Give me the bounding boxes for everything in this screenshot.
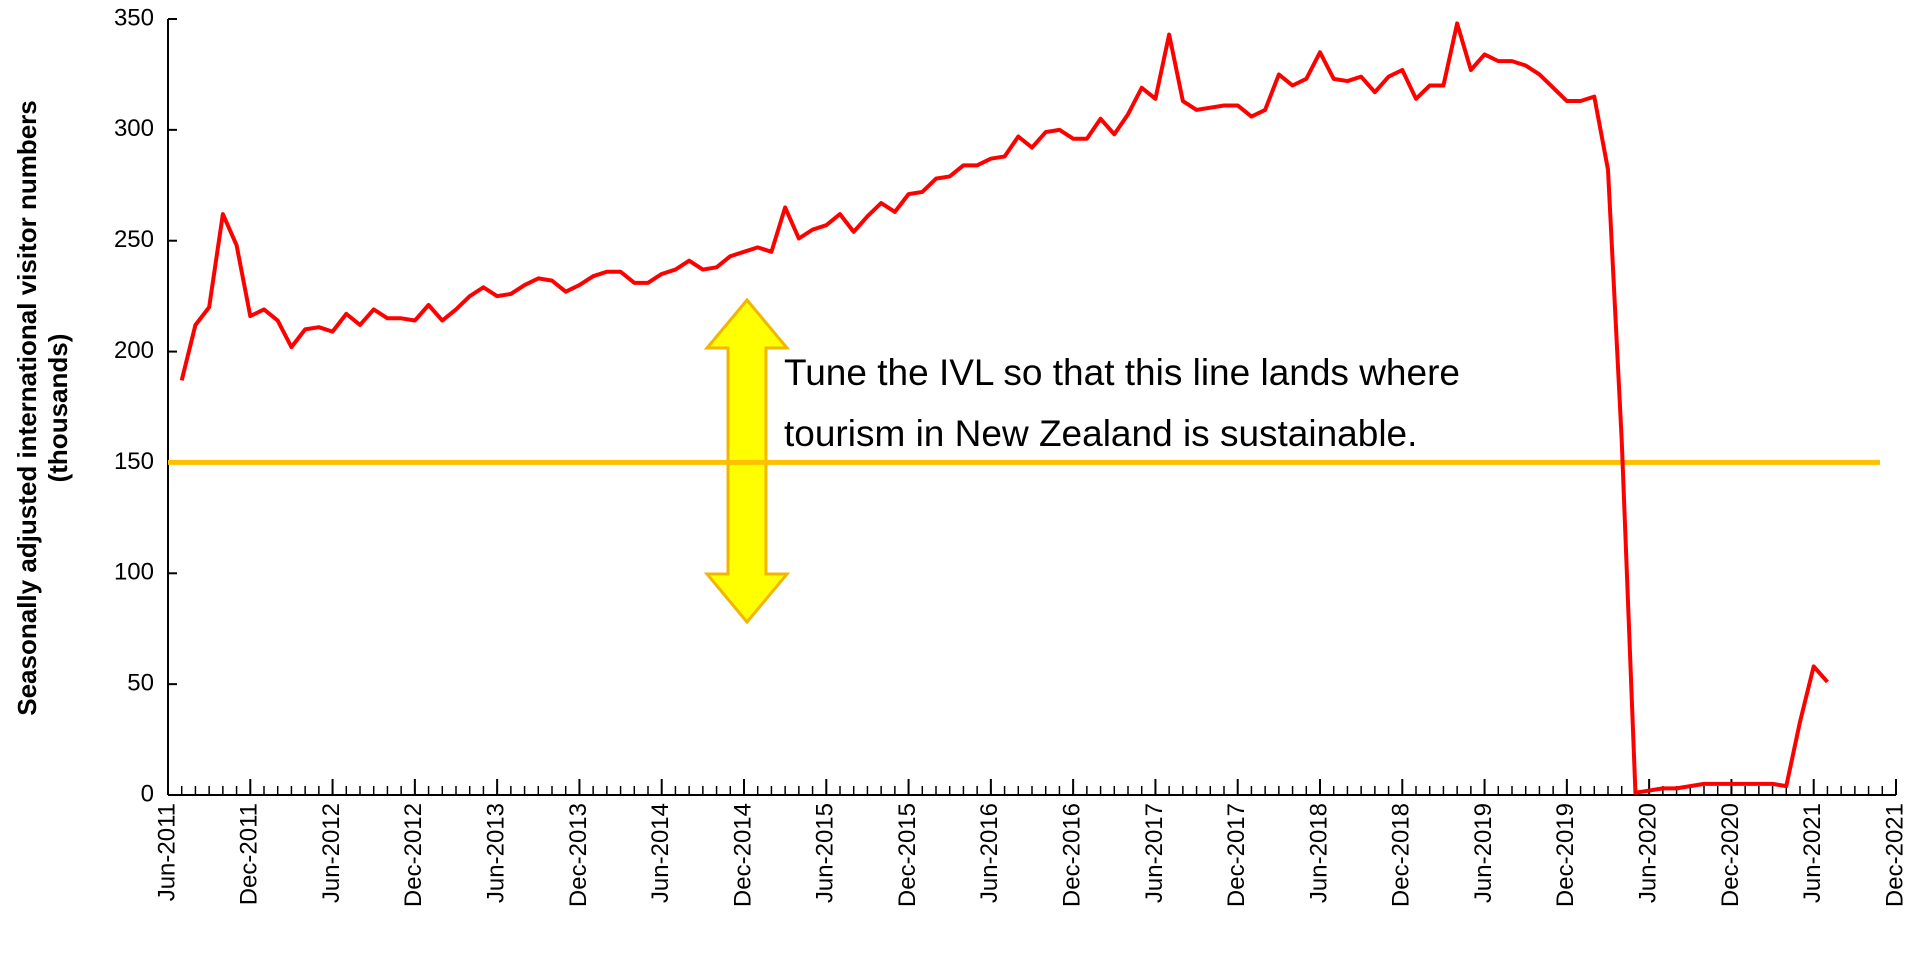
y-tick-label: 50 xyxy=(127,669,154,696)
x-tick-label: Dec-2021 xyxy=(1881,803,1908,907)
x-tick-label: Dec-2014 xyxy=(729,803,756,907)
x-tick-label: Jun-2011 xyxy=(153,803,180,901)
x-tick-label: Dec-2020 xyxy=(1717,803,1744,907)
x-tick-label: Jun-2015 xyxy=(812,803,839,903)
x-tick-label: Dec-2013 xyxy=(565,803,592,907)
x-tick-label: Jun-2019 xyxy=(1470,803,1497,903)
data-line xyxy=(179,21,1829,795)
y-tick-label: 200 xyxy=(114,337,154,364)
x-tick-label: Dec-2011 xyxy=(236,803,263,905)
y-tick-label: 300 xyxy=(114,115,154,142)
x-tick-label: Jun-2017 xyxy=(1141,803,1168,903)
y-tick-label: 150 xyxy=(114,448,154,475)
annotation: Tune the IVL so that this line lands whe… xyxy=(784,352,1460,454)
x-tick-label: Jun-2013 xyxy=(482,803,509,903)
x-tick-label: Jun-2018 xyxy=(1305,803,1332,903)
y-axis-label: Seasonally adjusted international visito… xyxy=(12,100,73,716)
x-tick-label: Jun-2014 xyxy=(647,803,674,903)
y-tick-label: 0 xyxy=(141,780,154,807)
y-tick-label: 350 xyxy=(114,4,154,31)
x-tick-label: Dec-2018 xyxy=(1388,803,1415,907)
x-tick-label: Jun-2020 xyxy=(1634,803,1661,903)
x-tick-label: Dec-2017 xyxy=(1223,803,1250,907)
y-tick-label: 250 xyxy=(114,226,154,253)
x-tick-label: Dec-2012 xyxy=(400,803,427,907)
x-tick-label: Dec-2016 xyxy=(1058,803,1085,907)
y-tick-label: 100 xyxy=(114,559,154,586)
x-tick-label: Dec-2015 xyxy=(894,803,921,907)
x-tick-label: Jun-2016 xyxy=(976,803,1003,903)
x-tick-label: Jun-2021 xyxy=(1799,803,1826,903)
x-tick-label: Dec-2019 xyxy=(1552,803,1579,907)
x-tick-label: Jun-2012 xyxy=(318,803,345,903)
